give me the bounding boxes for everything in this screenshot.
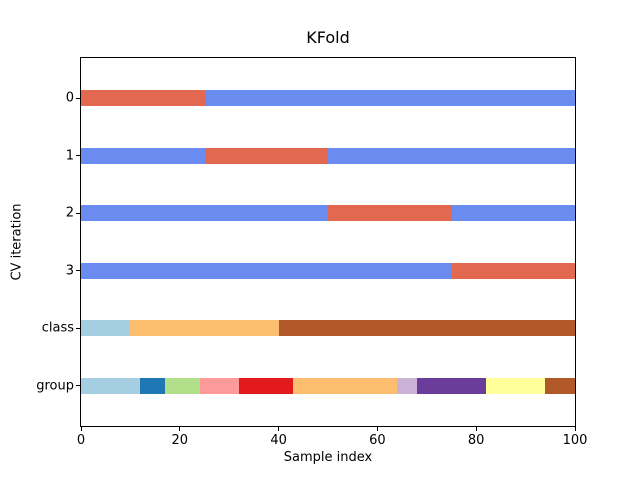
- bar-segment-train: [81, 205, 328, 222]
- bar-segment-group-8: [486, 377, 546, 394]
- x-tick-label: 40: [270, 433, 287, 448]
- bar-segment-train: [451, 205, 575, 222]
- cv-row-0: [81, 90, 575, 107]
- bar-segment-group-9: [545, 377, 575, 394]
- y-tick-mark: [76, 385, 80, 387]
- x-tick-label: 0: [76, 433, 86, 448]
- cv-row-class: [81, 320, 575, 337]
- y-axis-label: CV iteration: [9, 203, 25, 281]
- y-tick-mark: [76, 212, 80, 214]
- bar-segment-train: [81, 262, 452, 279]
- cv-row-2: [81, 205, 575, 222]
- y-tick-mark: [76, 97, 80, 99]
- bar-segment-test: [81, 90, 205, 107]
- x-tick-label: 60: [369, 433, 386, 448]
- bar-segment-group-1: [140, 377, 165, 394]
- bar-segment-train: [81, 147, 205, 164]
- bar-segment-group-0: [81, 377, 141, 394]
- bar-segment-group-4: [239, 377, 294, 394]
- plot-area: 0 1 2 3 class group 0 20 40 60 80 100: [36, 57, 587, 447]
- bar-segment-train: [328, 147, 575, 164]
- cv-row-3: [81, 262, 575, 279]
- bar-segment-test: [204, 147, 328, 164]
- bar-segment-group-7: [416, 377, 487, 394]
- bar-segment-class-2: [278, 320, 575, 337]
- x-tick-mark: [475, 427, 477, 431]
- x-tick-mark: [80, 427, 82, 431]
- y-tick-label: 1: [65, 148, 74, 164]
- x-tick-label: 20: [171, 433, 189, 448]
- y-tick-mark: [76, 327, 80, 329]
- y-tick-label: group: [36, 378, 74, 394]
- cv-row-group: [81, 377, 575, 394]
- bar-segment-test: [328, 205, 452, 222]
- x-tick-label: 80: [467, 433, 485, 448]
- x-axis-label: Sample index: [283, 450, 373, 465]
- y-tick-label: 3: [65, 263, 74, 279]
- bar-segment-train: [204, 90, 575, 107]
- x-tick-mark: [278, 427, 280, 431]
- y-tick-label: 0: [65, 90, 74, 106]
- chart-title: KFold: [306, 28, 350, 47]
- bar-segment-class-1: [130, 320, 279, 337]
- bar-segment-test: [451, 262, 575, 279]
- bar-segment-group-2: [164, 377, 200, 394]
- bar-segment-group-5: [293, 377, 398, 394]
- y-tick-label: class: [41, 320, 74, 336]
- bar-segment-class-0: [81, 320, 131, 337]
- y-tick-mark: [76, 155, 80, 157]
- bar-segment-group-6: [397, 377, 417, 394]
- bar-segment-group-3: [199, 377, 240, 394]
- cv-row-1: [81, 147, 575, 164]
- y-tick-mark: [76, 270, 80, 272]
- x-tick-label: 100: [562, 433, 588, 448]
- x-tick-mark: [574, 427, 576, 431]
- x-tick-mark: [179, 427, 181, 431]
- x-tick-mark: [376, 427, 378, 431]
- y-tick-label: 2: [65, 205, 74, 221]
